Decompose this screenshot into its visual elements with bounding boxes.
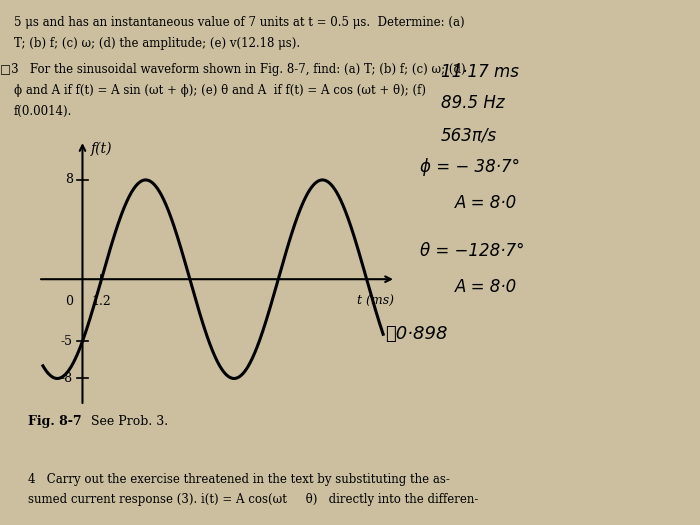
Text: 1.2: 1.2 <box>92 296 111 308</box>
Text: f(0.0014).: f(0.0014). <box>14 105 72 118</box>
Text: ϕ = − 38·7°: ϕ = − 38·7° <box>420 158 520 175</box>
Text: 11·17 ms: 11·17 ms <box>441 63 519 81</box>
Text: A = 8·0: A = 8·0 <box>455 278 517 296</box>
Text: 8: 8 <box>65 173 73 186</box>
Text: 89.5 Hz: 89.5 Hz <box>441 94 505 112</box>
Text: t (ms): t (ms) <box>357 296 394 308</box>
Text: θ = −128·7°: θ = −128·7° <box>420 242 524 259</box>
Text: 563π/s: 563π/s <box>441 126 497 144</box>
Text: -5: -5 <box>61 335 73 348</box>
Text: ϕ and A if f(t) = A sin (ωt + ϕ); (e) θ and A  if f(t) = A cos (ωt + θ); (f): ϕ and A if f(t) = A sin (ωt + ϕ); (e) θ … <box>14 84 426 97</box>
Text: -8: -8 <box>61 372 73 385</box>
Text: sumed current response (3). i(t) = A cos(ωt     θ)   directly into the differen-: sumed current response (3). i(t) = A cos… <box>28 494 478 507</box>
Text: f(t): f(t) <box>90 141 112 156</box>
Text: 4   Carry out the exercise threatened in the text by substituting the as-: 4 Carry out the exercise threatened in t… <box>28 472 450 486</box>
Text: T; (b) f; (c) ω; (d) the amplitude; (e) v(12.18 μs).: T; (b) f; (c) ω; (d) the amplitude; (e) … <box>14 37 300 50</box>
Text: □3   For the sinusoidal waveform shown in Fig. 8-7, find: (a) T; (b) f; (c) ω; (: □3 For the sinusoidal waveform shown in … <box>0 63 466 76</box>
Text: 5 μs and has an instantaneous value of 7 units at t = 0.5 μs.  Determine: (a): 5 μs and has an instantaneous value of 7… <box>14 16 465 29</box>
Text: See Prob. 3.: See Prob. 3. <box>91 415 168 428</box>
Text: Fig. 8-7: Fig. 8-7 <box>28 415 82 428</box>
Text: A = 8·0: A = 8·0 <box>455 194 517 212</box>
Text: 0: 0 <box>65 296 73 308</box>
Text: ␰0·898: ␰0·898 <box>385 326 447 343</box>
